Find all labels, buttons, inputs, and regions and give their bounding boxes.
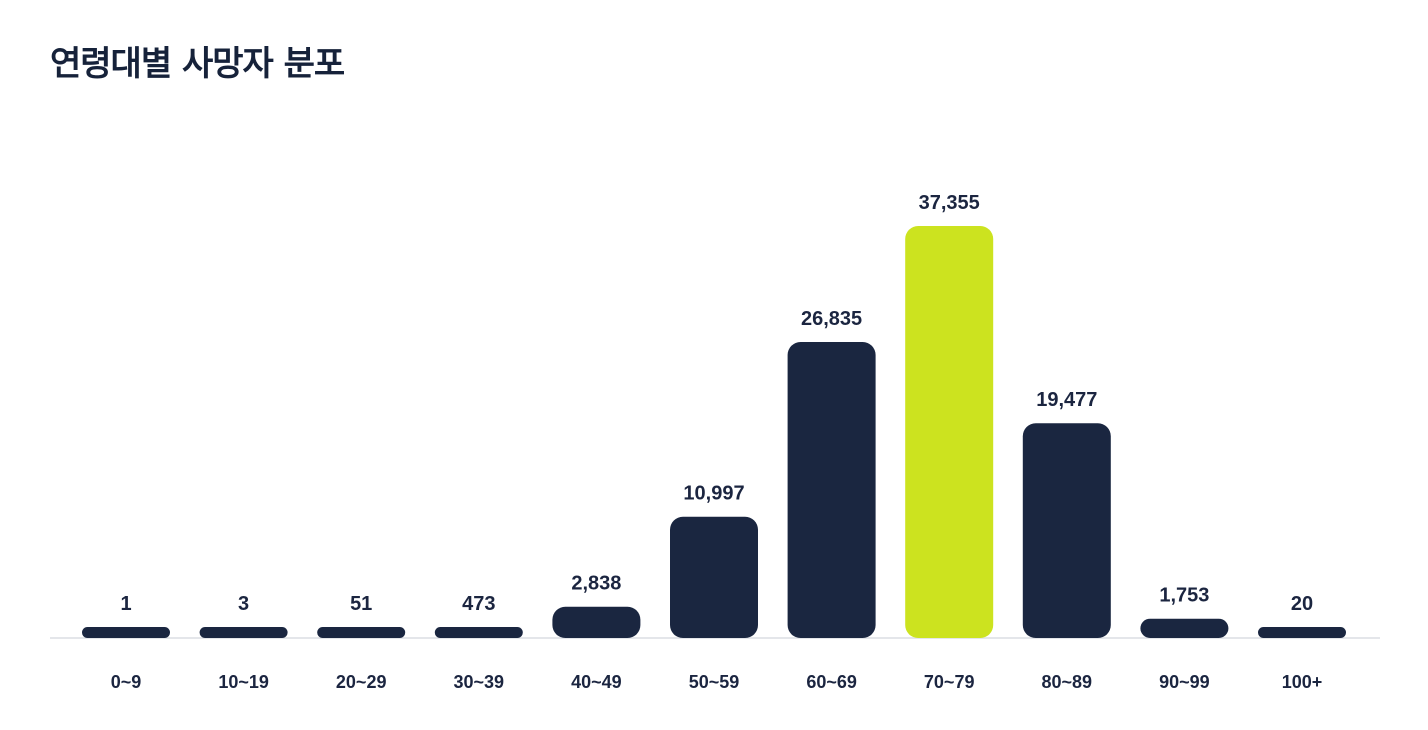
- bar-10~19: [199, 627, 288, 638]
- x-tick-label: 40~49: [571, 672, 622, 692]
- x-tick-label: 70~79: [924, 672, 975, 692]
- x-tick-label: 100+: [1282, 672, 1323, 692]
- bar-100+: [1258, 627, 1346, 638]
- bar-value-label: 473: [462, 593, 495, 615]
- bar-value-label: 2,838: [571, 573, 621, 595]
- bar-value-label: 51: [350, 593, 372, 615]
- bar-60~69: [787, 342, 876, 638]
- bars-group: [82, 226, 1346, 638]
- bar-value-label: 1: [120, 593, 131, 615]
- x-tick-label: 0~9: [111, 672, 142, 692]
- x-tick-label: 20~29: [336, 672, 387, 692]
- bar-value-label: 10,997: [683, 483, 744, 505]
- bar-value-label: 20: [1291, 593, 1313, 615]
- chart-title: 연령대별 사망자 분포: [50, 44, 345, 84]
- x-tick-label: 60~69: [806, 672, 857, 692]
- bar-80~89: [1022, 423, 1111, 638]
- bar-50~59: [670, 516, 758, 638]
- bar-0~9: [82, 627, 170, 638]
- x-axis-tick-labels: 0~9 10~19 20~29 30~39 40~49 50~59 60~69 70~79 80…: [111, 672, 1323, 692]
- bar-value-label: 1,753: [1159, 585, 1209, 607]
- bar-90~99: [1140, 618, 1229, 638]
- bar-value-label: 26,835: [801, 308, 862, 330]
- bar-70~79: [905, 226, 994, 638]
- value-labels-group: 1 3 51 473 2,838 10,997 26,835 37,355 19,477 1,75…: [120, 192, 1313, 615]
- bar-value-label: 37,355: [919, 192, 980, 214]
- bar-value-label: 19,477: [1036, 389, 1097, 411]
- x-tick-label: 30~39: [454, 672, 505, 692]
- x-tick-label: 10~19: [218, 672, 269, 692]
- bar-30~39: [434, 627, 523, 638]
- bar-value-label: 3: [238, 593, 249, 615]
- x-tick-label: 80~89: [1042, 672, 1093, 692]
- bar-20~29: [317, 627, 406, 638]
- bar-40~49: [552, 606, 641, 638]
- x-tick-label: 90~99: [1159, 672, 1210, 692]
- x-tick-label: 50~59: [689, 672, 740, 692]
